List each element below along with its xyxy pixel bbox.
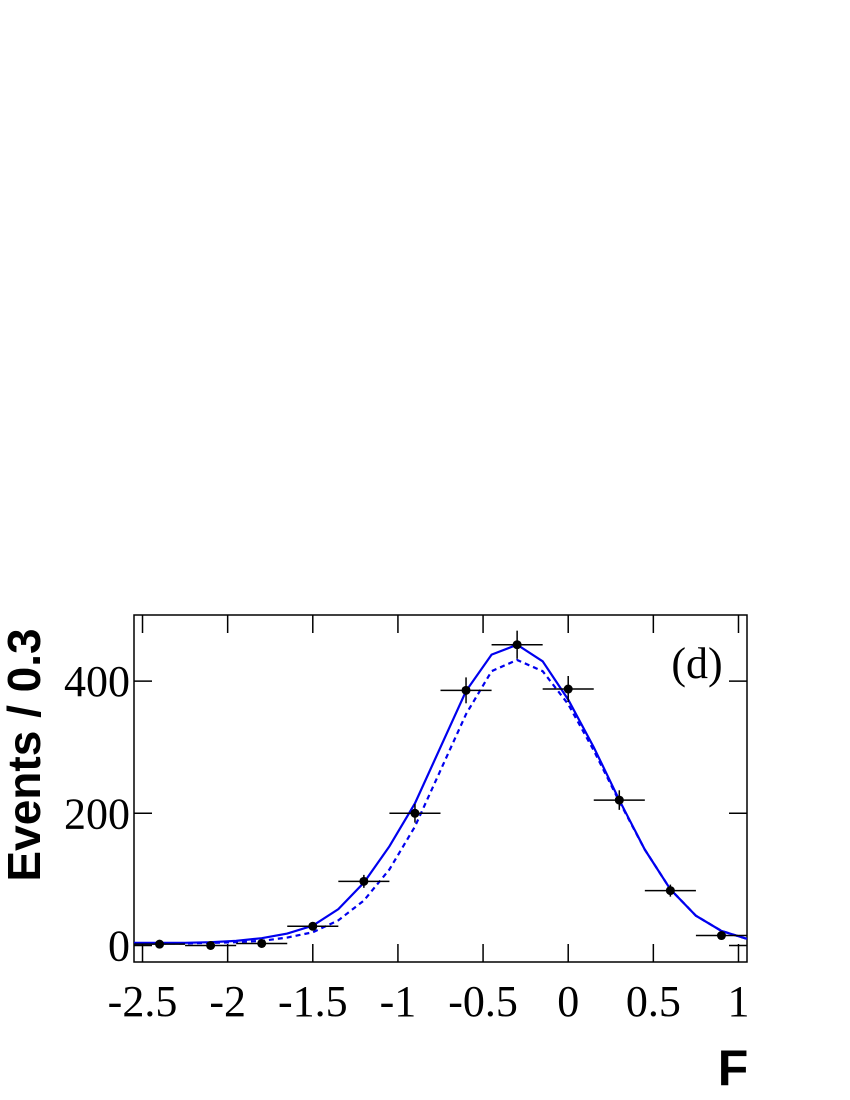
x-tick-label: -1 — [380, 977, 417, 1026]
x-tick-label: -2 — [209, 977, 246, 1026]
data-point — [206, 940, 216, 950]
fit-curve — [134, 658, 748, 945]
x-tick-label: 0.5 — [626, 977, 681, 1026]
fit-curve — [134, 643, 748, 944]
x-tick-label: -2.5 — [108, 977, 178, 1026]
x-axis-label: F — [718, 1040, 749, 1096]
data-point — [563, 684, 573, 694]
x-tick-label: -1.5 — [278, 977, 348, 1026]
y-tick-label: 200 — [64, 789, 130, 838]
x-tick-label: -0.5 — [448, 977, 518, 1026]
y-tick-label: 400 — [64, 657, 130, 706]
x-tick-label: 1 — [727, 977, 749, 1026]
data-point — [461, 685, 471, 695]
y-axis-label: Events / 0.3 — [0, 628, 50, 881]
plot-frame — [133, 614, 748, 963]
data-point — [308, 921, 318, 931]
data-point — [410, 808, 420, 818]
data-point — [512, 640, 522, 650]
panel-annotation: (d) — [671, 639, 722, 688]
data-point — [155, 939, 165, 949]
data-point — [257, 938, 267, 948]
data-point — [359, 876, 369, 886]
data-point — [665, 886, 675, 896]
data-point — [614, 795, 624, 805]
data-point — [716, 931, 726, 941]
y-tick-label: 0 — [108, 921, 130, 970]
x-tick-label: 0 — [557, 977, 579, 1026]
